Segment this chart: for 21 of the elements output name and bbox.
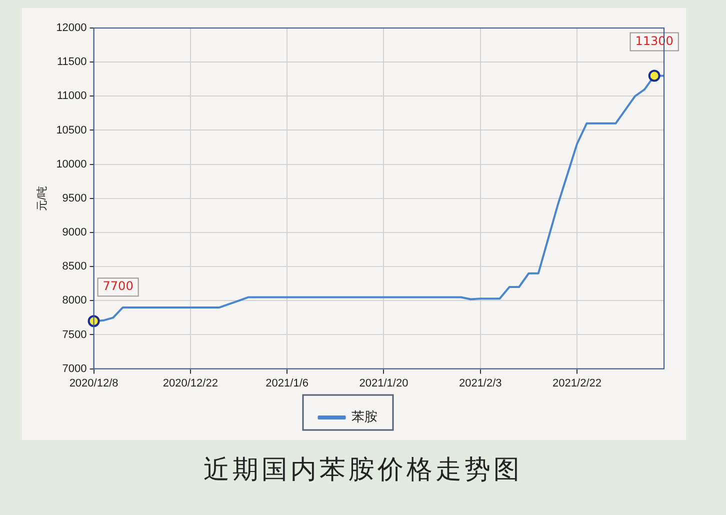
y-tick-label: 9500	[62, 192, 87, 204]
y-tick-label: 8500	[62, 260, 87, 273]
y-tick-label: 12000	[56, 22, 87, 34]
x-tick-label: 2020/12/8	[69, 377, 118, 390]
y-tick-label: 8000	[62, 294, 87, 307]
data-label: 7700	[102, 279, 134, 294]
y-tick-label: 10000	[56, 158, 87, 170]
x-tick-label: 2020/12/22	[162, 377, 218, 390]
x-tick-label: 2021/1/6	[266, 377, 308, 390]
x-tick-label: 2021/2/22	[552, 377, 602, 390]
legend-label: 苯胺	[351, 409, 378, 424]
y-tick-label: 9000	[62, 226, 87, 239]
text: 近期国内苯胺价格走势图	[202, 454, 524, 487]
x-tick-label: 2021/1/20	[359, 377, 408, 390]
y-tick-label: 7500	[62, 328, 87, 341]
y-axis-title: 元/吨	[36, 186, 49, 211]
x-tick-label: 2021/2/3	[458, 377, 502, 390]
y-tick-label: 11000	[57, 90, 87, 102]
y-tick-label: 10500	[56, 124, 87, 136]
y-tick-label: 7000	[62, 362, 87, 375]
y-tick-label: 11500	[57, 56, 87, 68]
